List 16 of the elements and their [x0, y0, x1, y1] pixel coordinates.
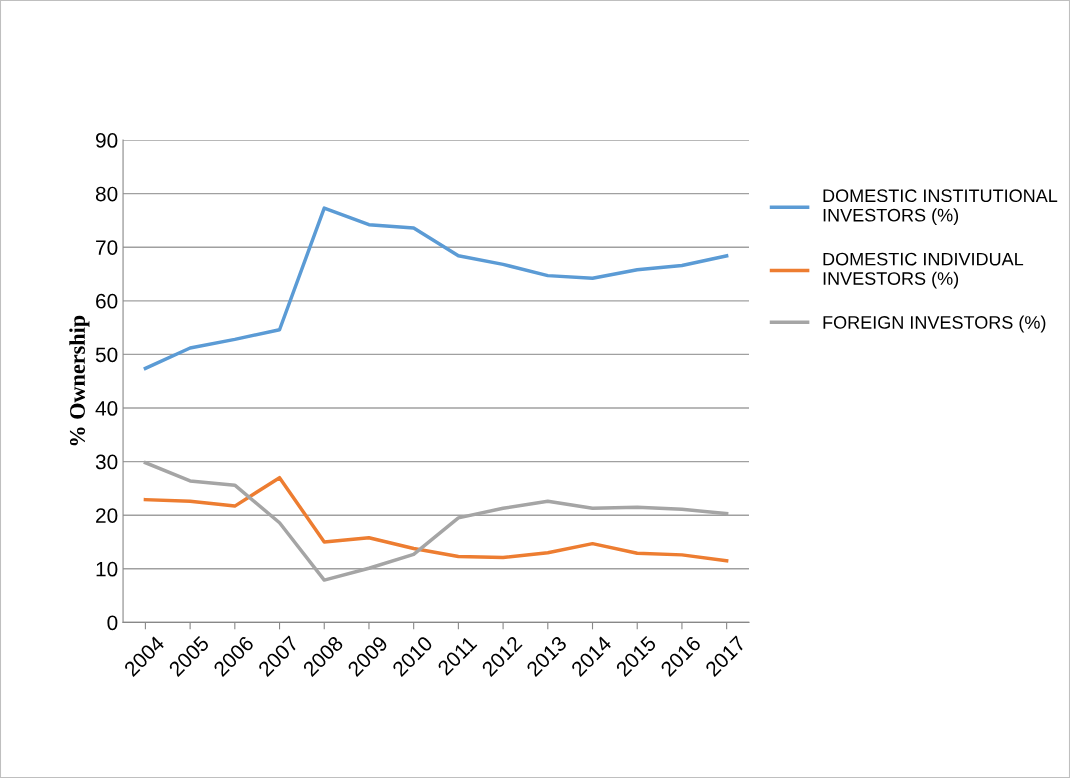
y-tick-label: 70 [96, 240, 118, 255]
y-axis-title: % Ownership [69, 315, 90, 446]
y-tick-label: 0 [107, 615, 118, 631]
y-tick-label: 10 [96, 561, 118, 577]
legend-label: DOMESTIC INSTITUTIONAL INVESTORS (%) [823, 189, 1058, 226]
y-tick-label: 60 [96, 293, 118, 309]
y-tick-label: 90 [95, 133, 118, 148]
line-series [143, 206, 729, 371]
line-series [143, 475, 729, 563]
y-tick-label: 50 [95, 347, 118, 363]
legend-label: DOMESTIC INDIVIDUAL INVESTORS (%) [823, 252, 1024, 289]
y-tick-label: 30 [95, 454, 118, 470]
y-tick-label: 20 [96, 508, 118, 523]
y-tick-label: 40 [95, 401, 118, 416]
y-tick-label: 80 [95, 186, 118, 202]
legend-label: FOREIGN INVESTORS (%) [823, 315, 1046, 333]
